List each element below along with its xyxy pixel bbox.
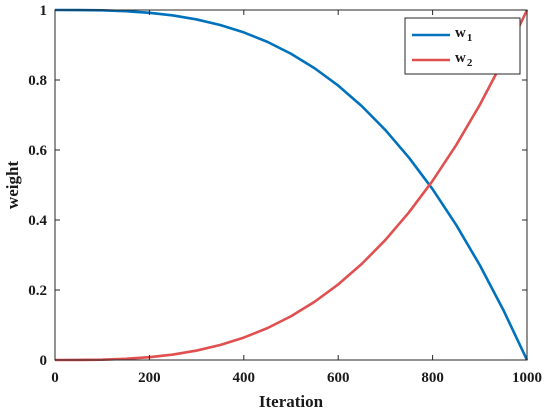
series-line-1 xyxy=(54,8,529,361)
x-tick-label: 400 xyxy=(233,370,256,386)
x-tick-label: 1000 xyxy=(512,370,542,386)
x-tick-label: 0 xyxy=(51,370,59,386)
x-tick-label: 800 xyxy=(421,370,444,386)
y-tick-label: 0 xyxy=(40,353,48,369)
series-line-2 xyxy=(54,9,529,362)
y-tick-label: 0.6 xyxy=(28,143,47,159)
series-layer xyxy=(54,8,529,362)
y-axis: 0 0.2 0.4 0.6 0.8 1 xyxy=(28,3,527,369)
x-axis: 0 200 400 600 800 1000 xyxy=(51,10,542,386)
y-tick-label: 0.8 xyxy=(28,73,47,89)
y-tick-label: 1 xyxy=(40,3,48,19)
y-axis-label: weight xyxy=(3,161,22,210)
x-tick-label: 200 xyxy=(138,370,161,386)
y-tick-label: 0.2 xyxy=(28,283,47,299)
y-tick-label: 0.4 xyxy=(28,213,47,229)
x-tick-label: 600 xyxy=(327,370,350,386)
legend-box xyxy=(404,17,521,75)
x-axis-label: Iteration xyxy=(259,392,324,411)
plot-frame xyxy=(54,9,528,361)
